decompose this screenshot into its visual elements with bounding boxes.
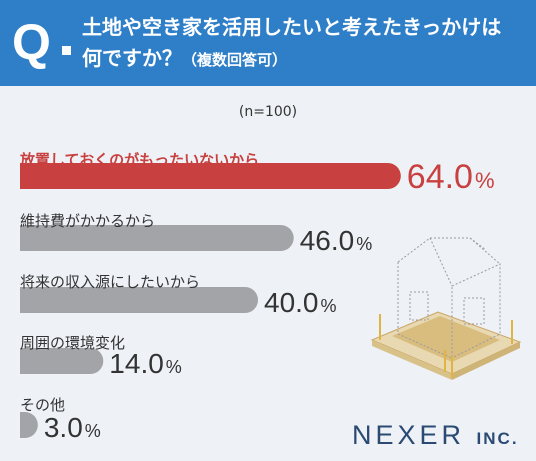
question-dot: [62, 46, 71, 55]
category-label-4: 周囲の環境変化: [20, 334, 125, 352]
category-label-1: 放置しておくのがもったいないから: [19, 151, 259, 169]
value-label-1: 64.0%: [407, 158, 495, 196]
category-label-3: 将来の収入源にしたいから: [20, 273, 200, 291]
nexer-logo: NEXER INC.: [352, 420, 519, 451]
value-unit-2: %: [356, 234, 372, 254]
value-label-3: 40.0%: [264, 287, 337, 318]
value-number-5: 3.0: [44, 412, 83, 443]
value-unit-1: %: [475, 168, 495, 193]
value-label-2: 46.0%: [300, 225, 373, 256]
question-text-line1: 土地や空き家を活用したいと考えたきっかけは: [82, 15, 502, 39]
value-unit-4: %: [166, 357, 182, 377]
value-unit-5: %: [85, 421, 101, 441]
question-mark: Q: [12, 14, 51, 70]
value-label-5: 3.0%: [44, 412, 101, 443]
bar-2: [20, 225, 294, 251]
house-illustration: [370, 237, 522, 380]
bar-5: [20, 412, 38, 438]
value-unit-3: %: [321, 296, 337, 316]
category-label-2: 維持費がかかるから: [20, 212, 155, 230]
question-text-line2: 何ですか？（複数回答可）: [82, 45, 287, 73]
value-label-4: 14.0%: [109, 348, 182, 379]
value-number-2: 46.0: [300, 225, 355, 256]
question-note: （複数回答可）: [182, 51, 288, 69]
logo-suffix: INC.: [476, 429, 519, 448]
question-text-line2-main: 何ですか？: [82, 46, 182, 70]
chart-marks: 放置しておくのがもったいないから 64.0% 維持費がかかるから 46.0 % 将来の収入…: [19, 151, 495, 443]
bar-4: [20, 348, 104, 374]
logo-text: NEXER: [352, 420, 466, 450]
value-number-1: 64.0: [407, 158, 473, 196]
bar-1: [20, 163, 401, 189]
question-header: Q 土地や空き家を活用したいと考えたきっかけは 何ですか？（複数回答可）: [0, 0, 536, 86]
value-number-4: 14.0: [109, 348, 164, 379]
bar-3: [20, 287, 258, 313]
sample-size: (n=100): [238, 104, 298, 120]
value-number-3: 40.0: [264, 287, 319, 318]
category-label-5: その他: [20, 396, 65, 414]
